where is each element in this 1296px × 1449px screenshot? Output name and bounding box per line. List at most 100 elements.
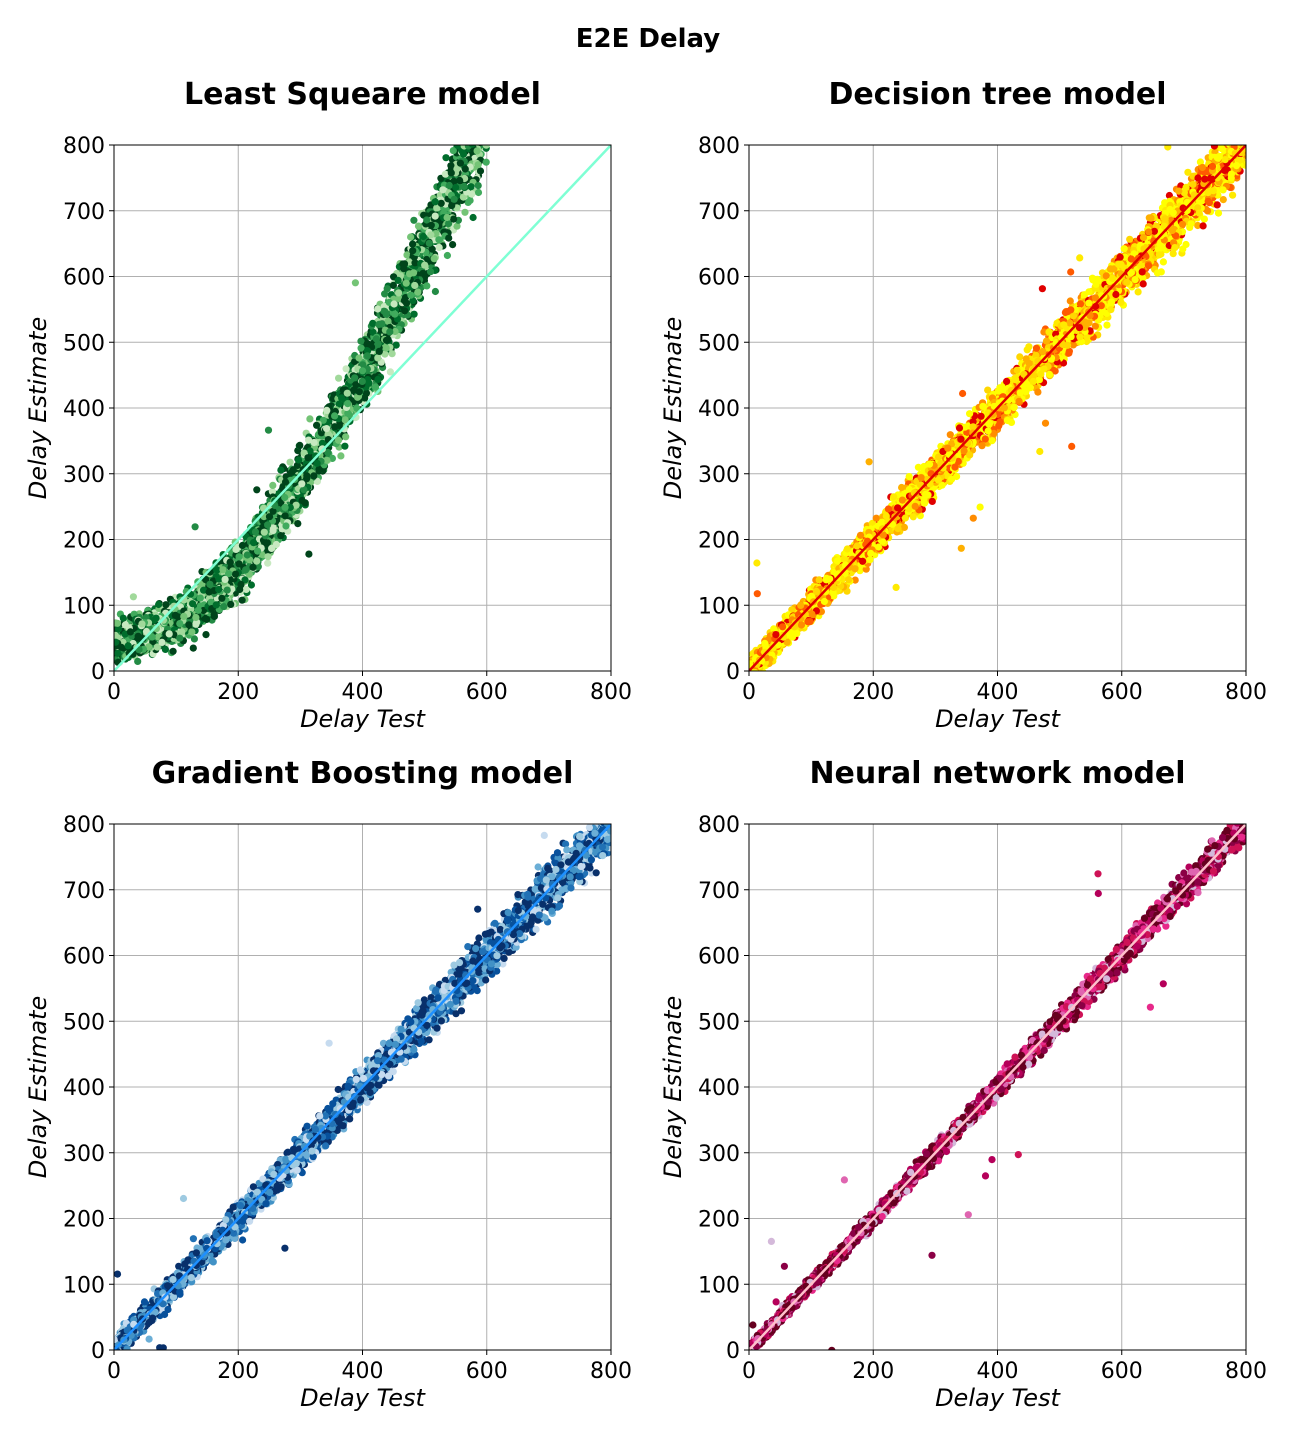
data-point [395,277,402,284]
data-point [190,645,197,652]
data-point [468,130,475,137]
data-point [373,335,380,342]
data-point [342,433,349,440]
data-point [464,133,471,140]
data-point [1227,132,1234,139]
data-point [477,112,484,119]
data-point [439,186,446,193]
data-point [1042,420,1049,427]
data-point [482,112,489,119]
data-point [468,131,475,138]
data-point [457,160,464,167]
data-point [432,288,439,295]
data-point [469,141,476,148]
data-point [381,308,388,315]
data-point [361,394,368,401]
x-tick-label: 400 [342,680,384,705]
data-point [460,151,467,158]
data-point [304,454,311,461]
data-point [427,231,434,238]
data-point [311,439,318,446]
data-point [475,189,482,196]
data-point [192,614,199,621]
data-point [213,601,220,608]
data-point [477,123,484,130]
data-point [431,255,438,262]
data-point [483,115,490,122]
data-point [114,620,121,627]
y-tick-label: 100 [63,594,105,619]
data-point [112,632,119,639]
data-point [479,134,486,141]
data-point [464,132,471,139]
data-point [1221,137,1228,144]
data-point [281,494,288,501]
x-tick-label: 600 [466,680,508,705]
data-point [411,282,418,289]
data-point [410,269,417,276]
data-point [462,165,469,172]
y-axis-label: Delay Estimate [24,317,52,499]
data-point [476,131,483,138]
data-point [471,127,478,134]
data-point [450,216,457,223]
data-point [483,131,490,138]
data-point [446,182,453,189]
data-point [478,115,485,122]
data-point [468,136,475,143]
data-point [389,350,396,357]
data-point [477,129,484,136]
data-point [356,388,363,395]
data-point [426,240,433,247]
y-tick-label: 600 [63,266,105,291]
data-point [366,380,373,387]
data-point [313,422,320,429]
data-point [470,124,477,131]
x-tick-label: 200 [217,680,259,705]
data-point [481,130,488,137]
data-point [337,452,344,459]
data-point [403,280,410,287]
data-point [423,282,430,289]
data-point [242,566,249,573]
data-point [352,279,359,286]
y-tick-label: 200 [63,529,105,554]
y-tick-label: 700 [63,200,105,225]
data-point [206,581,213,588]
data-point [478,127,485,134]
data-point [1238,125,1245,132]
data-point [452,184,459,191]
data-point [468,128,475,135]
chart-title: Least Squeare model [184,77,541,112]
data-point [475,161,482,168]
data-point [475,123,482,130]
data-point [451,196,458,203]
data-point [473,130,480,137]
data-point [265,427,272,434]
data-point [295,456,302,463]
data-point [482,115,489,122]
data-point [409,247,416,254]
data-point [359,378,366,385]
chart-title: Decision tree model [828,77,1166,112]
y-tick-label: 800 [63,134,105,159]
data-point [479,137,486,144]
data-point [314,460,321,467]
data-point [423,216,430,223]
data-point [310,472,317,479]
data-point [219,566,226,573]
data-point [472,130,479,137]
data-point [483,159,490,166]
data-point [407,292,414,299]
data-point [474,137,481,144]
data-point [410,217,417,224]
data-point [227,601,234,608]
data-point [114,650,121,657]
data-point [125,642,132,649]
data-point [192,523,199,530]
data-point [472,138,479,145]
data-point [467,183,474,190]
data-point [172,612,179,619]
